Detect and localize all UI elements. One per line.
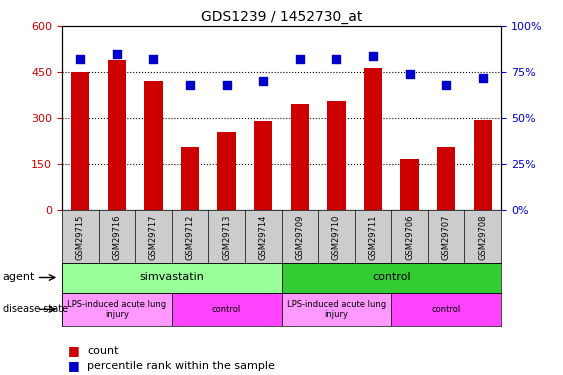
Text: LPS-induced acute lung
injury: LPS-induced acute lung injury bbox=[67, 300, 167, 319]
Point bbox=[75, 56, 84, 62]
Text: count: count bbox=[87, 346, 119, 355]
Text: GSM29709: GSM29709 bbox=[296, 214, 304, 260]
Text: LPS-induced acute lung
injury: LPS-induced acute lung injury bbox=[287, 300, 386, 319]
Point bbox=[405, 71, 414, 77]
Text: control: control bbox=[212, 305, 241, 314]
Text: percentile rank within the sample: percentile rank within the sample bbox=[87, 361, 275, 370]
Point bbox=[149, 56, 158, 62]
Point bbox=[478, 75, 487, 81]
Text: simvastatin: simvastatin bbox=[139, 273, 204, 282]
Bar bbox=[144, 81, 163, 210]
Text: GSM29712: GSM29712 bbox=[186, 214, 194, 260]
Text: GSM29707: GSM29707 bbox=[442, 214, 450, 260]
Point bbox=[442, 82, 451, 88]
Text: ■: ■ bbox=[68, 344, 79, 357]
Point bbox=[185, 82, 195, 88]
Text: agent: agent bbox=[3, 273, 35, 282]
Bar bbox=[62, 262, 282, 292]
Bar bbox=[400, 159, 419, 210]
Point bbox=[332, 56, 341, 62]
Text: GSM29717: GSM29717 bbox=[149, 214, 158, 260]
Text: GSM29713: GSM29713 bbox=[222, 214, 231, 260]
Text: control: control bbox=[372, 273, 410, 282]
Bar bbox=[62, 292, 172, 326]
Bar bbox=[282, 292, 391, 326]
Text: GSM29714: GSM29714 bbox=[259, 214, 267, 260]
Text: GSM29715: GSM29715 bbox=[76, 214, 84, 260]
Bar bbox=[108, 60, 126, 210]
Point bbox=[112, 51, 122, 57]
Bar bbox=[364, 68, 382, 210]
Text: GSM29708: GSM29708 bbox=[479, 214, 487, 260]
Bar bbox=[291, 104, 309, 210]
Bar bbox=[437, 147, 455, 210]
Point bbox=[258, 78, 268, 84]
Text: ■: ■ bbox=[68, 359, 79, 372]
Bar bbox=[71, 72, 90, 210]
Text: GSM29711: GSM29711 bbox=[369, 214, 377, 260]
Text: GSM29710: GSM29710 bbox=[332, 214, 341, 260]
Text: GSM29706: GSM29706 bbox=[405, 214, 414, 260]
Title: GDS1239 / 1452730_at: GDS1239 / 1452730_at bbox=[201, 10, 362, 24]
Point bbox=[222, 82, 231, 88]
Bar bbox=[282, 262, 501, 292]
Bar bbox=[172, 292, 282, 326]
Bar bbox=[473, 120, 492, 210]
Text: GSM29716: GSM29716 bbox=[113, 214, 121, 260]
Bar bbox=[327, 101, 346, 210]
Text: disease state: disease state bbox=[3, 304, 68, 314]
Bar bbox=[254, 121, 272, 210]
Point bbox=[368, 53, 377, 58]
Bar bbox=[391, 292, 501, 326]
Bar bbox=[217, 132, 236, 210]
Bar bbox=[181, 147, 199, 210]
Text: control: control bbox=[432, 305, 461, 314]
Point bbox=[296, 56, 305, 62]
